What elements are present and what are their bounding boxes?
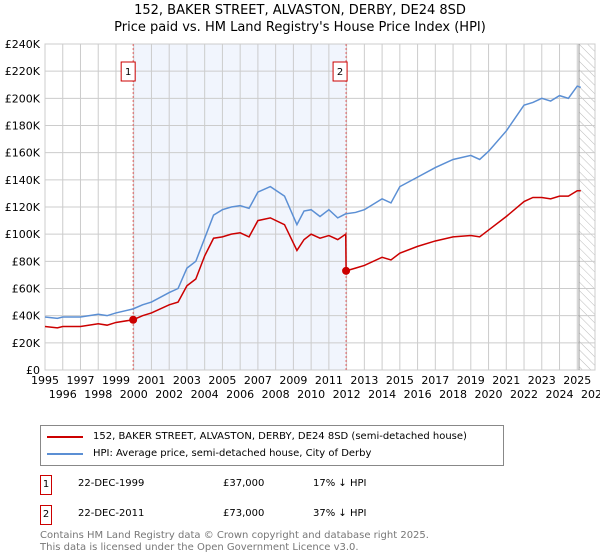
y-tick-label: £220K [5, 65, 41, 78]
x-tick-label: 2026 [581, 388, 600, 401]
y-tick-label: £180K [5, 120, 41, 133]
transaction-row: 1 22-DEC-1999 £37,000 17% ↓ HPI [40, 475, 600, 495]
x-tick-label: 2014 [368, 388, 396, 401]
x-tick-label: 2021 [492, 374, 520, 387]
y-tick-label: £0 [26, 364, 40, 377]
legend-label-hpi: HPI: Average price, semi-detached house,… [93, 448, 372, 459]
x-tick-label: 2018 [439, 388, 467, 401]
x-tick-label: 2000 [120, 388, 148, 401]
sale-marker-box [120, 61, 136, 82]
hpi-line [44, 85, 582, 320]
chart-title: 152, BAKER STREET, ALVASTON, DERBY, DE24… [134, 3, 466, 18]
marker-badge: 2 [40, 505, 52, 525]
x-tick-label: 2025 [563, 374, 591, 387]
x-tick-label: 2019 [457, 374, 485, 387]
transaction-hpi: 37% ↓ HPI [313, 508, 367, 519]
x-tick-label: 2010 [297, 388, 325, 401]
x-tick-label: 2009 [279, 374, 307, 387]
x-tick-label: 1999 [102, 374, 130, 387]
sale-marker-label: 1 [125, 67, 131, 78]
sale-point [342, 266, 351, 275]
x-tick-label: 2015 [386, 374, 414, 387]
transaction-row: 2 22-DEC-2011 £73,000 37% ↓ HPI [40, 505, 600, 525]
y-tick-label: £240K [5, 38, 41, 51]
plot-border [44, 43, 596, 371]
y-tick-label: £20K [12, 337, 41, 350]
x-tick-label: 2020 [475, 388, 503, 401]
x-tick-label: 2008 [262, 388, 290, 401]
legend-label-property: 152, BAKER STREET, ALVASTON, DERBY, DE24… [93, 431, 467, 442]
x-tick-label: 1997 [66, 374, 94, 387]
x-tick-label: 2004 [191, 388, 219, 401]
y-tick-label: £140K [5, 174, 41, 187]
transaction-price: £73,000 [223, 508, 265, 519]
footer: Contains HM Land Registry data © Crown c… [40, 530, 429, 554]
y-tick-label: £80K [12, 255, 41, 268]
transaction-date: 22-DEC-2011 [78, 508, 145, 519]
y-tick-label: £160K [5, 147, 41, 160]
x-tick-label: 2006 [226, 388, 254, 401]
legend-blue-line [47, 452, 83, 455]
x-tick-label: 2007 [244, 374, 272, 387]
x-tick-label: 2023 [528, 374, 556, 387]
y-tick-label: £200K [5, 92, 41, 105]
transaction-hpi: 17% ↓ HPI [313, 478, 367, 489]
sale-marker-box [332, 61, 348, 82]
sale-point [129, 315, 138, 324]
x-tick-label: 2017 [421, 374, 449, 387]
x-tick-label: 2001 [137, 374, 165, 387]
x-tick-label: 2016 [404, 388, 432, 401]
footer-copyright: Contains HM Land Registry data © Crown c… [40, 530, 429, 541]
property-price-line [44, 189, 581, 329]
x-tick-label: 2011 [315, 374, 343, 387]
x-tick-label: 2013 [350, 374, 378, 387]
marker-badge: 1 [40, 475, 52, 495]
transaction-date: 22-DEC-1999 [78, 478, 145, 489]
legend-red-line [47, 435, 83, 438]
x-tick-label: 2012 [333, 388, 361, 401]
x-tick-label: 2003 [173, 374, 201, 387]
y-tick-label: £40K [12, 310, 41, 323]
x-tick-label: 2002 [155, 388, 183, 401]
legend: 152, BAKER STREET, ALVASTON, DERBY, DE24… [40, 425, 504, 466]
transaction-price: £37,000 [223, 478, 265, 489]
x-tick-label: 1996 [49, 388, 77, 401]
x-tick-label: 2024 [546, 388, 574, 401]
x-tick-label: 1998 [84, 388, 112, 401]
x-tick-label: 2022 [510, 388, 538, 401]
price-chart: 1995199619971998199920002001200220032004… [5, 38, 600, 401]
y-tick-label: £120K [5, 201, 41, 214]
y-tick-label: £100K [5, 228, 41, 241]
footer-licence: This data is licensed under the Open Gov… [40, 542, 359, 553]
x-tick-label: 1995 [31, 374, 59, 387]
x-tick-label: 2005 [208, 374, 236, 387]
y-tick-label: £60K [12, 283, 41, 296]
chart-subtitle: Price paid vs. HM Land Registry's House … [114, 20, 486, 35]
sale-marker-label: 2 [337, 67, 343, 78]
